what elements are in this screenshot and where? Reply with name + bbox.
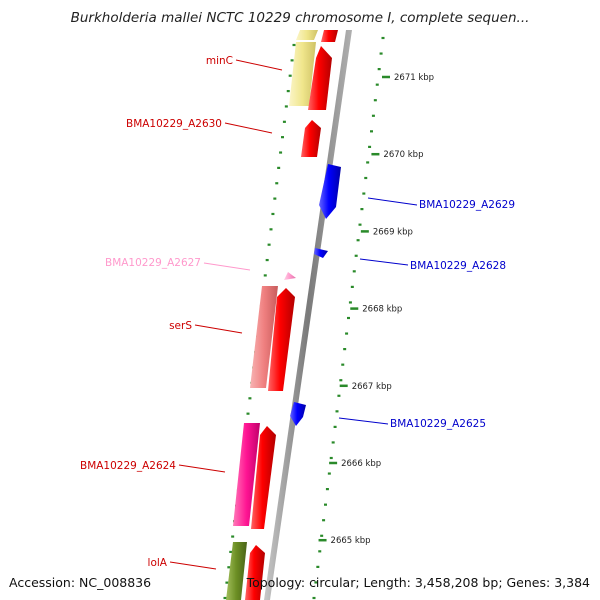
feature-minC-yellow[interactable] [289, 42, 316, 106]
page-title: Burkholderia mallei NCTC 10229 chromosom… [70, 10, 530, 26]
feature-minC-red[interactable] [308, 46, 332, 110]
feature-A2625-blue[interactable] [290, 402, 306, 426]
scale-label: 2671 kbp [394, 73, 434, 83]
leader-A2630 [224, 122, 273, 134]
gene-labels: minC BMA10229_A2630 BMA10229_A2629 BMA10… [80, 55, 515, 570]
gene-label-A2627[interactable]: BMA10229_A2627 [105, 257, 201, 269]
features[interactable] [226, 30, 341, 600]
topology-label: Topology: [246, 575, 306, 590]
gene-label-minC[interactable]: minC [206, 55, 233, 67]
feature-top-yellow[interactable] [296, 30, 318, 40]
accession-label: Accession: [9, 575, 76, 590]
gene-label-A2624[interactable]: BMA10229_A2624 [80, 460, 176, 472]
scale-label: 2665 kbp [331, 536, 371, 546]
topology-value: circular [309, 575, 356, 590]
scale-label: 2667 kbp [352, 382, 392, 392]
genome-stats: Topology: circular; Length: 3,458,208 bp… [246, 575, 590, 590]
scale-label: 2669 kbp [373, 227, 413, 237]
feature-A2624-magenta[interactable] [233, 423, 260, 526]
leader-A2624 [178, 464, 226, 473]
scale-label: 2666 kbp [341, 459, 381, 469]
gene-label-A2625[interactable]: BMA10229_A2625 [390, 418, 486, 430]
scale-label: 2670 kbp [383, 150, 423, 160]
length-value: 3,458,208 bp [414, 575, 499, 590]
leader-A2628 [359, 258, 409, 266]
leader-A2627 [203, 262, 251, 271]
gene-label-A2628[interactable]: BMA10229_A2628 [410, 260, 506, 272]
leader-lolA [169, 561, 217, 570]
feature-lolA-olive[interactable] [226, 542, 247, 600]
feature-A2627-pink[interactable] [284, 272, 296, 280]
feature-A2630-red[interactable] [301, 120, 321, 157]
feature-lolA-red[interactable] [245, 545, 265, 600]
accession-info: Accession: NC_008836 [9, 575, 151, 590]
feature-A2629-blue[interactable] [319, 164, 341, 219]
gene-label-serS[interactable]: serS [169, 320, 192, 332]
gene-label-lolA[interactable]: lolA [148, 557, 168, 569]
gene-label-A2630[interactable]: BMA10229_A2630 [126, 118, 222, 130]
feature-A2624-red[interactable] [251, 426, 276, 529]
length-label: Length: [363, 575, 411, 590]
feature-A2628-blue[interactable] [314, 248, 328, 258]
scale-label: 2668 kbp [362, 305, 402, 315]
scale-labels: 2671 kbp 2670 kbp 2669 kbp 2668 kbp 2667 kbp… [318, 73, 434, 546]
leader-A2625 [338, 417, 389, 425]
feature-serS-salmon[interactable] [250, 286, 278, 388]
genes-value: 3,384 [554, 575, 590, 590]
accession-value: NC_008836 [79, 575, 152, 590]
feature-serS-red[interactable] [268, 288, 295, 391]
gene-label-A2629[interactable]: BMA10229_A2629 [419, 199, 515, 211]
leader-serS [194, 324, 243, 334]
leader-A2629 [367, 197, 418, 206]
leader-minC [235, 59, 283, 71]
feature-top-red[interactable] [321, 30, 338, 42]
genes-label: Genes: [506, 575, 551, 590]
